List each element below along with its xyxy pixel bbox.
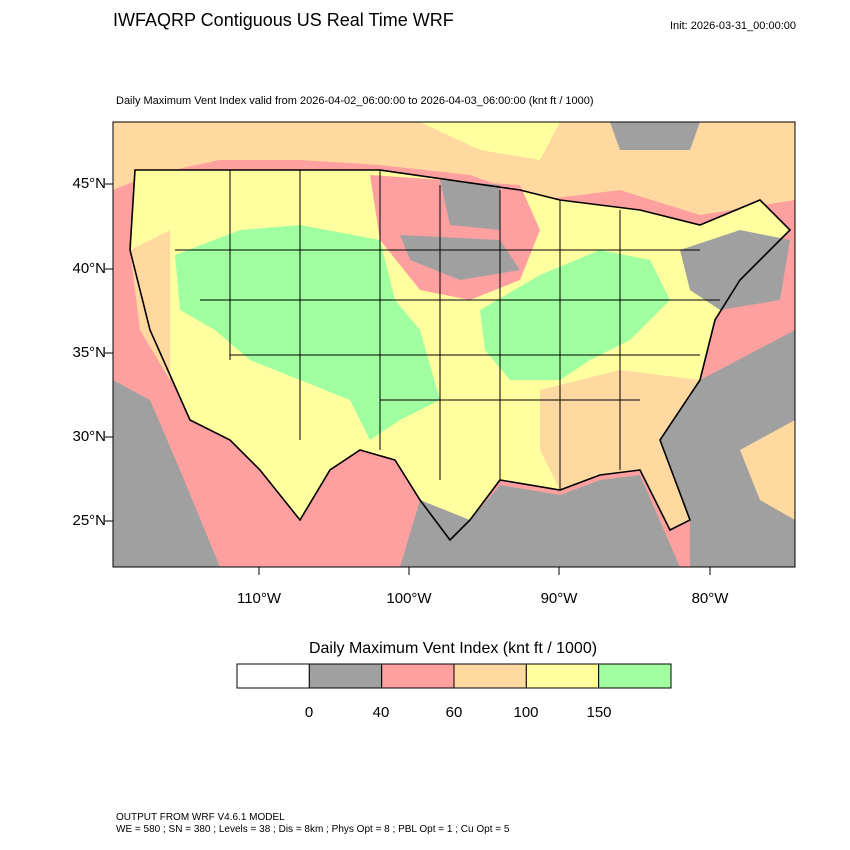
colorbar	[236, 663, 672, 689]
lat-label: 25°N	[72, 512, 106, 529]
lat-label: 40°N	[72, 260, 106, 277]
plot-title: IWFAQRP Contiguous US Real Time WRF	[113, 10, 454, 30]
lat-label: 45°N	[72, 175, 106, 192]
colorbar-swatch	[525, 663, 600, 689]
init-time: Init: 2026-03-31_00:00:00	[670, 20, 796, 32]
map-field	[113, 122, 795, 567]
colorbar-swatch	[381, 663, 455, 689]
axis-ticks	[105, 183, 711, 575]
model-info: OUTPUT FROM WRF V4.6.1 MODEL	[116, 812, 285, 823]
colorbar-swatch	[308, 663, 383, 689]
map-frame	[112, 121, 796, 568]
colorbar-swatch	[453, 663, 527, 689]
lon-label: 110°W	[236, 590, 282, 607]
lon-label: 90°W	[540, 590, 578, 607]
lat-label: 30°N	[72, 428, 106, 445]
model-config: WE = 580 ; SN = 380 ; Levels = 38 ; Dis …	[116, 824, 510, 835]
colorbar-label: 0	[304, 704, 314, 721]
plot-subtitle: Daily Maximum Vent Index valid from 2026…	[116, 95, 594, 107]
colorbar-label: 40	[372, 704, 390, 721]
colorbar-title: Daily Maximum Vent Index (knt ft / 1000)	[308, 640, 598, 657]
lon-label: 100°W	[386, 590, 432, 607]
colorbar-label: 60	[445, 704, 463, 721]
colorbar-label: 150	[586, 704, 612, 721]
colorbar-swatch	[236, 663, 310, 689]
colorbar-swatch	[598, 663, 672, 689]
lon-label: 80°W	[691, 590, 729, 607]
colorbar-label: 100	[513, 704, 539, 721]
lat-label: 35°N	[72, 344, 106, 361]
